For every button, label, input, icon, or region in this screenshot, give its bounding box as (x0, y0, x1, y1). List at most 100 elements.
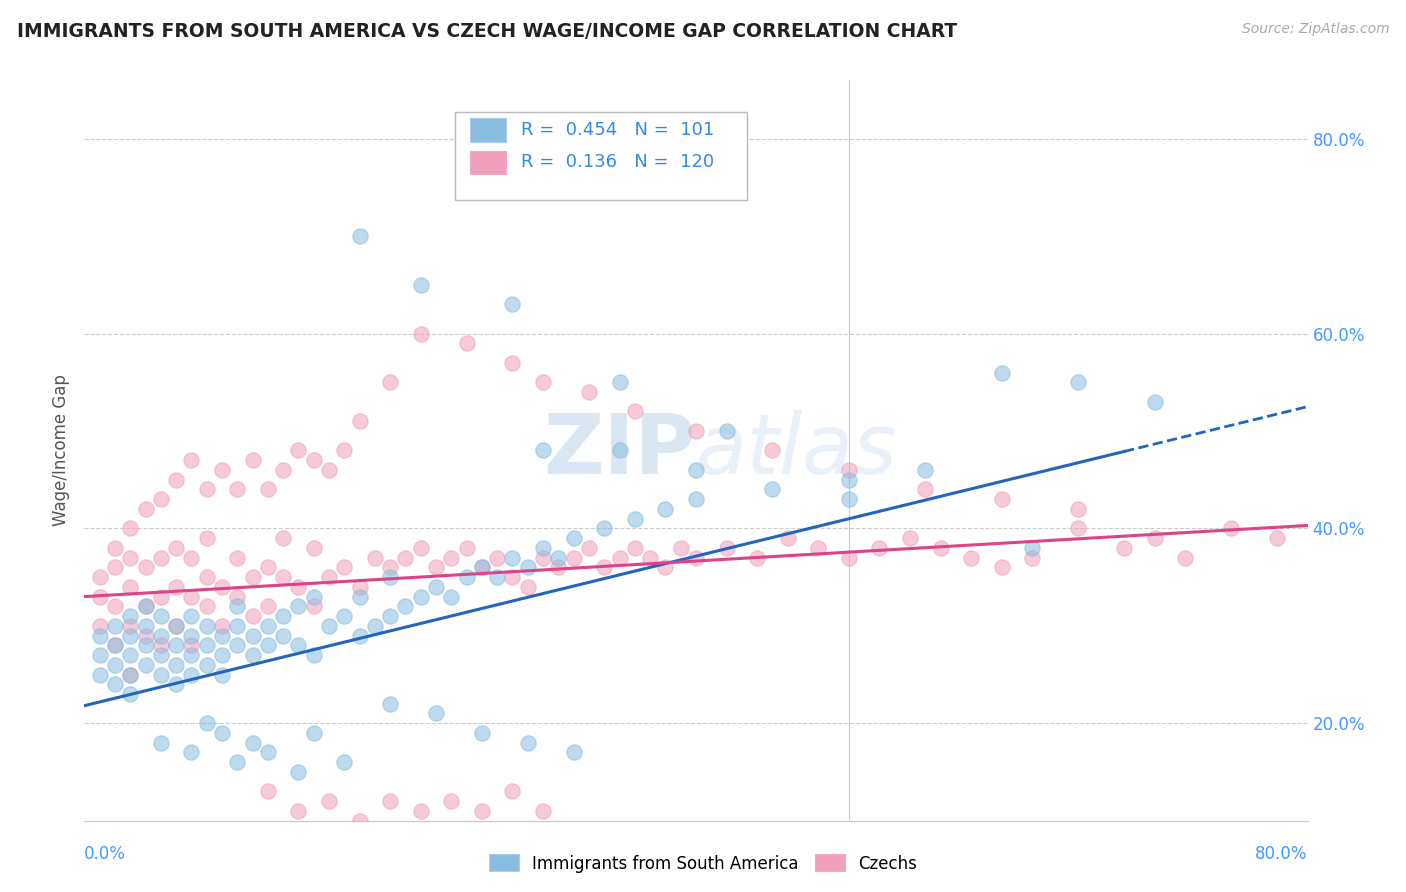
Point (502, 570, 524, 584)
Point (120, 550, 142, 565)
Point (914, 463, 936, 477)
Point (257, 638, 280, 652)
Point (409, 804, 432, 818)
Point (302, 541, 325, 555)
Point (165, 580, 187, 594)
Point (685, 424, 707, 438)
Point (547, 550, 569, 565)
Point (562, 550, 585, 565)
Text: atlas: atlas (696, 410, 897, 491)
Point (302, 590, 325, 604)
Point (380, 570, 402, 584)
Point (149, 609, 172, 624)
Point (624, 511, 647, 525)
Point (180, 746, 202, 760)
Point (685, 492, 707, 507)
Point (747, 550, 769, 565)
Point (271, 531, 294, 545)
Point (578, 384, 600, 399)
FancyBboxPatch shape (470, 151, 506, 174)
Point (302, 599, 325, 614)
Point (761, 483, 783, 497)
Point (271, 463, 294, 477)
Point (165, 541, 187, 555)
Point (349, 414, 371, 428)
Point (380, 609, 402, 624)
Text: R =  0.136   N =  120: R = 0.136 N = 120 (522, 153, 714, 171)
Point (104, 541, 127, 555)
Point (349, 229, 371, 244)
Point (838, 463, 860, 477)
Point (211, 629, 233, 643)
Point (120, 687, 142, 701)
Point (318, 570, 340, 584)
Point (349, 814, 371, 828)
Point (120, 609, 142, 624)
Point (226, 550, 249, 565)
Point (104, 599, 127, 614)
Point (242, 453, 264, 467)
Point (257, 483, 280, 497)
Point (516, 736, 538, 750)
Point (287, 443, 309, 458)
Point (135, 502, 157, 516)
Point (440, 590, 463, 604)
Point (1143, 531, 1166, 545)
Point (135, 599, 157, 614)
Point (89, 629, 111, 643)
Point (195, 716, 218, 731)
Point (120, 667, 142, 681)
Point (669, 541, 692, 555)
Point (409, 590, 432, 604)
Point (838, 550, 860, 565)
Point (364, 619, 387, 633)
Point (349, 629, 371, 643)
Point (165, 638, 187, 652)
Point (257, 784, 280, 798)
Point (318, 794, 340, 808)
Point (135, 560, 157, 574)
Point (149, 492, 172, 507)
Point (180, 629, 202, 643)
Point (609, 443, 631, 458)
Point (211, 648, 233, 662)
Point (180, 648, 202, 662)
Point (287, 599, 309, 614)
Point (287, 804, 309, 818)
Point (104, 638, 127, 652)
Point (914, 483, 936, 497)
Point (89, 648, 111, 662)
Point (104, 619, 127, 633)
Point (685, 550, 707, 565)
Point (654, 502, 676, 516)
Point (165, 677, 187, 691)
Point (807, 541, 830, 555)
Point (349, 580, 371, 594)
Point (502, 356, 524, 370)
Point (1021, 550, 1043, 565)
Point (531, 804, 554, 818)
Point (271, 570, 294, 584)
Point (195, 619, 218, 633)
Point (929, 541, 952, 555)
Point (120, 619, 142, 633)
FancyBboxPatch shape (470, 118, 506, 142)
Point (149, 667, 172, 681)
Point (104, 638, 127, 652)
Point (531, 541, 554, 555)
Point (425, 580, 447, 594)
Point (593, 521, 616, 535)
Point (991, 492, 1014, 507)
Point (226, 590, 249, 604)
Point (242, 629, 264, 643)
Point (1067, 376, 1090, 390)
Point (991, 560, 1014, 574)
Point (149, 648, 172, 662)
Text: Source: ZipAtlas.com: Source: ZipAtlas.com (1241, 22, 1389, 37)
Point (302, 648, 325, 662)
Point (104, 657, 127, 672)
Text: IMMIGRANTS FROM SOUTH AMERICA VS CZECH WAGE/INCOME GAP CORRELATION CHART: IMMIGRANTS FROM SOUTH AMERICA VS CZECH W… (17, 22, 957, 41)
Point (287, 580, 309, 594)
Point (1220, 521, 1243, 535)
Point (991, 366, 1014, 380)
